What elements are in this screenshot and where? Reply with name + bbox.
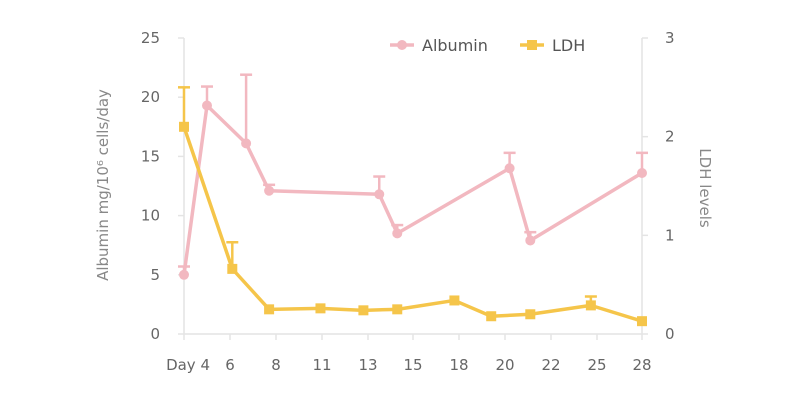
data-point bbox=[179, 269, 189, 280]
x-tick-label: 8 bbox=[271, 356, 281, 374]
data-point bbox=[264, 185, 275, 196]
data-point bbox=[315, 303, 326, 314]
x-tick-label: 15 bbox=[403, 356, 422, 374]
data-point bbox=[358, 305, 369, 316]
legend-marker bbox=[397, 40, 407, 50]
series-ldh bbox=[178, 86, 647, 327]
y-left-tick-label: 10 bbox=[141, 207, 160, 225]
legend-label: Albumin bbox=[422, 36, 488, 55]
data-point bbox=[179, 121, 189, 132]
y-right-tick-label: 2 bbox=[665, 128, 675, 146]
y-left-tick-label: 15 bbox=[141, 147, 160, 165]
series-layer bbox=[178, 73, 648, 327]
x-tick-label: 28 bbox=[632, 356, 651, 374]
axes bbox=[178, 37, 648, 340]
data-point bbox=[392, 304, 403, 315]
data-point bbox=[241, 138, 252, 149]
legend-item-albumin: Albumin bbox=[390, 36, 488, 55]
x-tick-label: 6 bbox=[225, 356, 235, 374]
x-tick-label: 20 bbox=[495, 356, 514, 374]
y-axis-left-title: Albumin mg/10⁶ cells/day bbox=[94, 89, 112, 281]
legend-marker bbox=[527, 40, 537, 50]
x-tick-label: Day 4 bbox=[166, 356, 210, 374]
y-left-tick-label: 0 bbox=[150, 325, 160, 343]
y-left-tick-label: 5 bbox=[150, 266, 160, 284]
data-point bbox=[392, 228, 403, 239]
data-point bbox=[504, 163, 515, 174]
x-tick-label: 22 bbox=[541, 356, 560, 374]
x-tick-label: 11 bbox=[312, 356, 331, 374]
series-line bbox=[182, 103, 643, 276]
data-point bbox=[525, 309, 536, 320]
data-point bbox=[637, 316, 647, 327]
legend: Albumin LDH bbox=[390, 36, 585, 55]
data-point bbox=[227, 263, 238, 274]
x-tick-label: 25 bbox=[587, 356, 606, 374]
y-right-tick-label: 0 bbox=[665, 325, 675, 343]
y-axis-right-title: LDH levels bbox=[696, 148, 714, 228]
x-tick-label: 18 bbox=[449, 356, 468, 374]
data-point bbox=[637, 167, 647, 178]
data-point bbox=[202, 100, 212, 111]
y-right-tick-label: 3 bbox=[665, 29, 675, 47]
legend-item-ldh: LDH bbox=[520, 36, 585, 55]
data-point bbox=[264, 304, 275, 315]
data-point bbox=[486, 311, 497, 322]
tick-labels: 0 5 10 15 20 25 0 1 2 3 Day 4 6 8 11 13 15 18 20 22 25 28 bbox=[141, 29, 675, 374]
data-point bbox=[449, 295, 460, 306]
data-point bbox=[374, 189, 385, 200]
series-albumin bbox=[178, 73, 648, 280]
y-left-tick-label: 20 bbox=[141, 88, 160, 106]
data-point bbox=[585, 300, 596, 311]
legend-label: LDH bbox=[552, 36, 585, 55]
y-left-tick-label: 25 bbox=[141, 29, 160, 47]
data-point bbox=[525, 235, 536, 246]
x-tick-label: 13 bbox=[358, 356, 377, 374]
y-right-tick-label: 1 bbox=[665, 226, 675, 244]
